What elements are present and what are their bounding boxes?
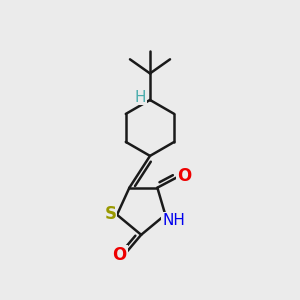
Text: NH: NH: [162, 213, 185, 228]
Text: O: O: [177, 167, 191, 184]
Text: H: H: [135, 89, 146, 104]
Text: O: O: [112, 246, 127, 264]
Text: S: S: [104, 205, 116, 223]
